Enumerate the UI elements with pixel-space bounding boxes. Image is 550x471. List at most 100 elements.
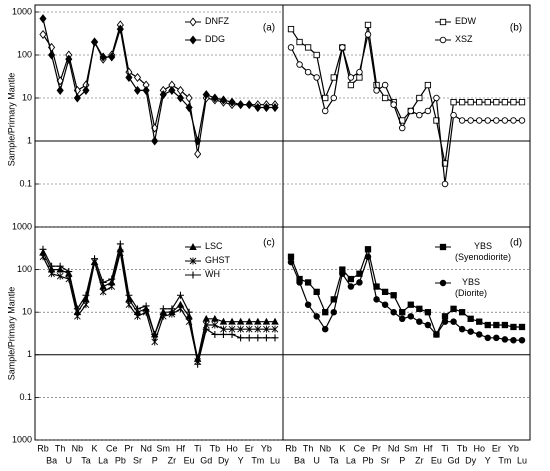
marker bbox=[99, 278, 107, 286]
series-line bbox=[290, 254, 522, 341]
marker bbox=[493, 99, 500, 106]
marker bbox=[510, 336, 517, 344]
marker bbox=[125, 291, 133, 299]
marker bbox=[322, 94, 329, 102]
marker bbox=[142, 85, 150, 95]
marker bbox=[202, 90, 210, 100]
marker bbox=[211, 330, 219, 338]
marker bbox=[254, 334, 262, 342]
legend-marker bbox=[189, 243, 197, 250]
marker bbox=[168, 85, 176, 95]
marker bbox=[330, 94, 338, 102]
x-tick-label: Ho bbox=[226, 443, 238, 453]
series-line bbox=[42, 252, 275, 362]
marker bbox=[287, 258, 295, 266]
marker bbox=[433, 331, 440, 338]
x-tick-label: Y bbox=[238, 455, 244, 465]
marker bbox=[287, 44, 295, 51]
marker bbox=[450, 305, 457, 312]
marker bbox=[364, 246, 372, 253]
marker bbox=[245, 334, 253, 342]
series-line bbox=[42, 243, 275, 365]
marker bbox=[381, 288, 389, 296]
marker bbox=[116, 24, 124, 34]
marker bbox=[99, 288, 107, 296]
y-tick-label: 10 bbox=[22, 307, 32, 317]
marker bbox=[313, 313, 320, 320]
marker bbox=[185, 308, 193, 316]
marker bbox=[373, 296, 380, 303]
legend-marker bbox=[439, 36, 447, 44]
marker bbox=[467, 99, 474, 106]
marker bbox=[424, 321, 432, 329]
x-tick-label: Sr bbox=[381, 455, 390, 465]
series-line bbox=[42, 24, 275, 154]
legend-label: EDW bbox=[455, 16, 476, 26]
marker bbox=[168, 305, 176, 313]
marker bbox=[356, 279, 363, 286]
marker bbox=[185, 93, 193, 103]
x-tick-label: Yb bbox=[508, 443, 519, 453]
marker bbox=[116, 240, 124, 248]
marker bbox=[125, 301, 133, 309]
x-tick-label: U bbox=[66, 455, 73, 465]
x-tick-label: P bbox=[399, 455, 405, 465]
marker bbox=[262, 317, 271, 325]
marker bbox=[399, 309, 406, 316]
marker bbox=[450, 99, 457, 106]
x-tick-label: Pr bbox=[124, 443, 133, 453]
x-tick-label: Gd bbox=[200, 455, 212, 465]
marker bbox=[236, 317, 245, 325]
x-tick-label: Ba bbox=[294, 455, 305, 465]
x-tick-label: Pb bbox=[362, 455, 373, 465]
marker bbox=[219, 330, 227, 338]
marker bbox=[364, 31, 372, 38]
marker bbox=[441, 313, 449, 320]
marker bbox=[56, 85, 64, 95]
marker bbox=[176, 85, 185, 95]
marker bbox=[194, 360, 202, 368]
marker bbox=[450, 111, 457, 119]
marker bbox=[211, 93, 219, 103]
marker bbox=[134, 312, 141, 320]
marker bbox=[159, 305, 167, 313]
marker bbox=[458, 309, 466, 316]
marker bbox=[194, 149, 202, 159]
marker bbox=[262, 103, 270, 113]
x-tick-label: Lu bbox=[517, 455, 527, 465]
marker bbox=[296, 61, 303, 68]
marker bbox=[467, 117, 474, 124]
series-line bbox=[290, 247, 522, 337]
series-line bbox=[42, 18, 275, 142]
marker bbox=[108, 283, 116, 291]
y-tick-label: 10 bbox=[22, 92, 32, 102]
legend-marker bbox=[189, 17, 197, 27]
marker bbox=[458, 325, 466, 333]
marker bbox=[416, 318, 423, 325]
x-tick-label: U bbox=[313, 455, 320, 465]
marker bbox=[450, 318, 457, 325]
marker bbox=[416, 305, 423, 312]
panel-frame bbox=[282, 226, 531, 441]
marker bbox=[65, 54, 73, 64]
legend-marker bbox=[439, 18, 447, 26]
marker bbox=[151, 136, 159, 146]
marker bbox=[321, 325, 329, 333]
marker bbox=[287, 25, 295, 33]
marker bbox=[48, 262, 56, 270]
marker bbox=[108, 52, 116, 62]
marker bbox=[407, 107, 415, 115]
x-tick-label: Y bbox=[485, 455, 491, 465]
x-tick-label: Tb bbox=[210, 443, 221, 453]
legend-label: DNFZ bbox=[205, 16, 229, 26]
marker bbox=[219, 317, 228, 325]
marker bbox=[254, 103, 262, 113]
x-tick-label: Pb bbox=[115, 455, 126, 465]
marker bbox=[493, 321, 500, 329]
marker bbox=[518, 336, 526, 344]
marker bbox=[356, 68, 363, 76]
marker bbox=[347, 275, 355, 283]
marker bbox=[176, 93, 185, 103]
x-tick-label: Tm bbox=[498, 455, 511, 465]
